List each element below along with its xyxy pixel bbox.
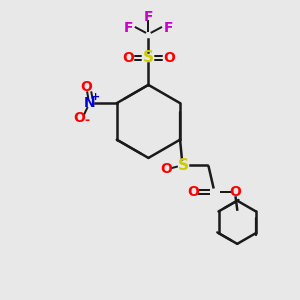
Text: O: O	[160, 162, 172, 176]
Text: O: O	[187, 185, 199, 199]
Text: F: F	[144, 10, 153, 24]
Text: -: -	[84, 114, 89, 128]
Text: S: S	[178, 158, 189, 172]
Text: O: O	[81, 80, 92, 94]
Text: +: +	[91, 92, 100, 102]
Text: S: S	[143, 50, 154, 65]
Text: O: O	[122, 51, 134, 65]
Text: O: O	[230, 185, 242, 199]
Text: O: O	[163, 51, 175, 65]
Text: F: F	[124, 21, 134, 35]
Text: N: N	[84, 96, 96, 110]
Text: O: O	[74, 111, 85, 125]
Text: F: F	[164, 21, 173, 35]
